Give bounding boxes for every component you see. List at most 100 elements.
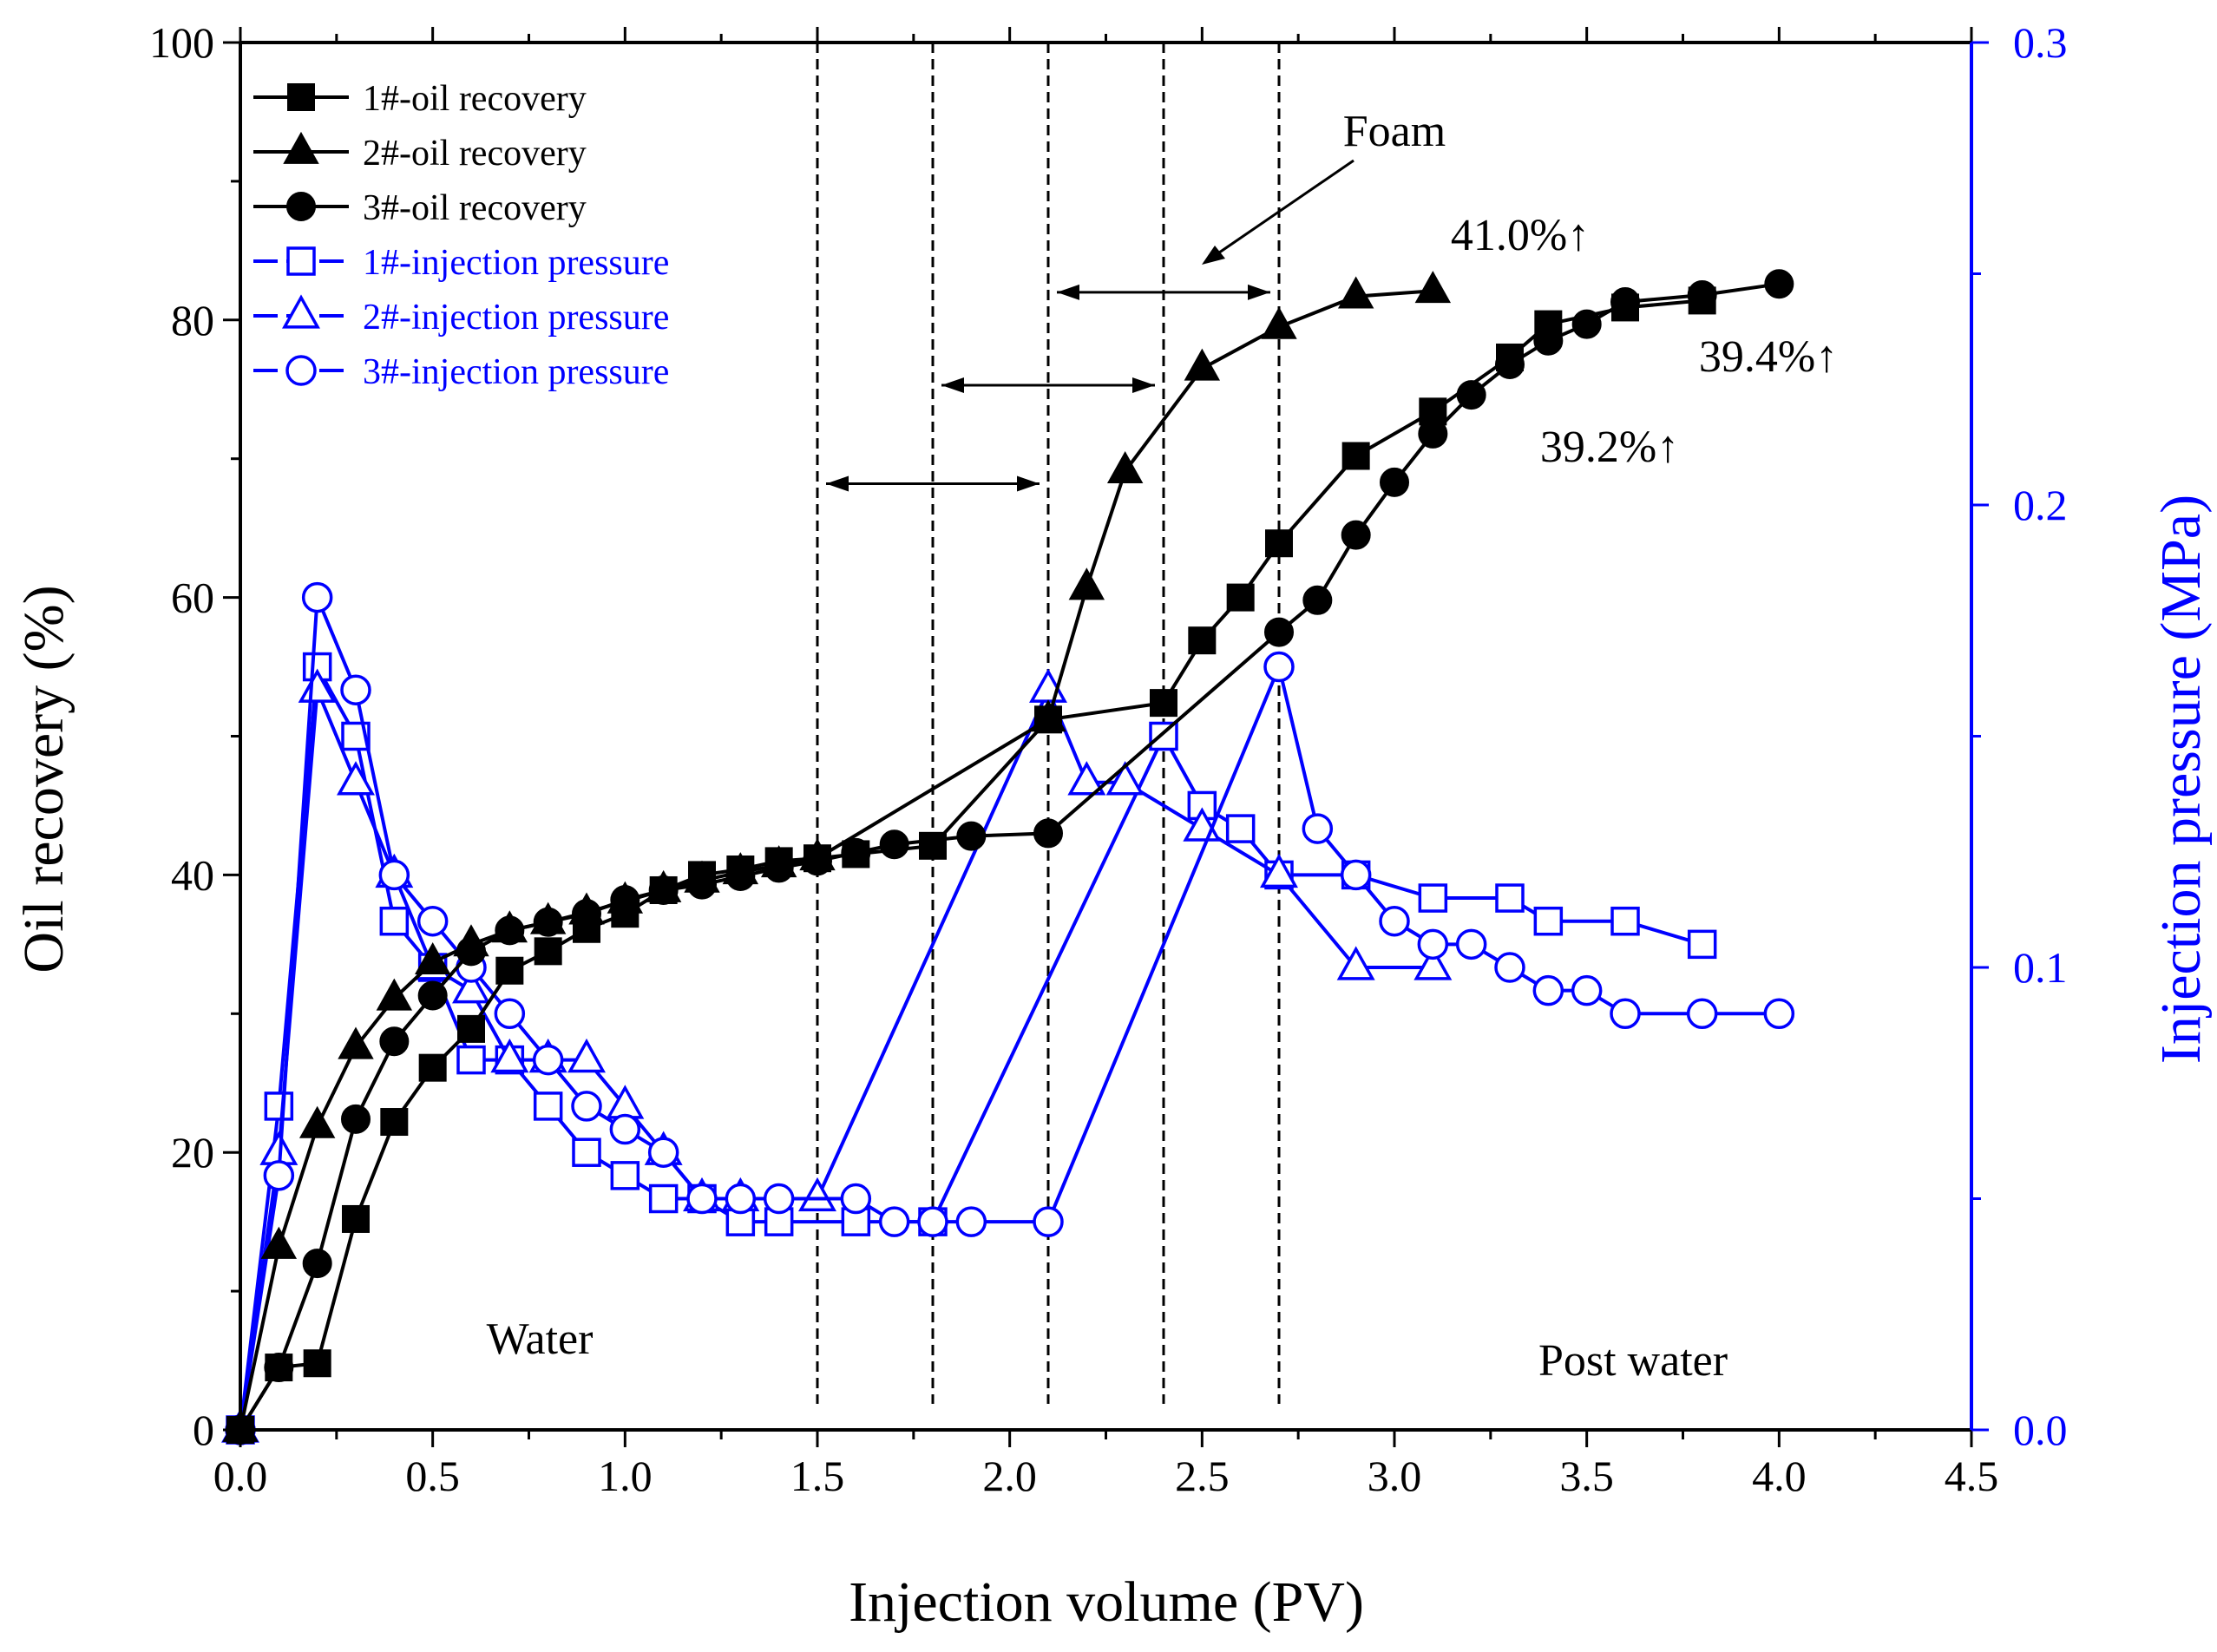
data-point: [376, 978, 413, 1011]
legend-item-6: 3#-injection pressure: [253, 352, 669, 392]
annotation-increase-2: 41.0%↑: [1451, 211, 1590, 260]
data-point: [567, 1038, 606, 1073]
data-point: [490, 1038, 529, 1073]
data-point: [1105, 761, 1145, 796]
data-point: [1261, 306, 1297, 339]
data-point: [572, 899, 601, 929]
data-point: [1418, 418, 1448, 449]
data-point: [338, 1026, 374, 1059]
data-point: [342, 1204, 370, 1233]
legend-item-5: 2#-injection pressure: [253, 294, 669, 338]
data-point: [302, 1249, 332, 1279]
data-point: [1030, 699, 1066, 732]
y-tick-label: 60: [171, 574, 214, 622]
data-point: [610, 885, 640, 915]
annotation-foam: Foam: [1343, 107, 1446, 156]
legend-label: 2#-injection pressure: [363, 298, 669, 338]
annotation-post-water: Post water: [1538, 1336, 1728, 1386]
data-point: [610, 1161, 640, 1190]
data-point: [1225, 814, 1256, 843]
x-tick-label: 3.0: [1368, 1452, 1422, 1500]
data-point: [494, 998, 526, 1030]
legend-marker: [285, 355, 317, 386]
data-point: [955, 1206, 987, 1237]
data-point: [919, 831, 947, 860]
data-point: [1106, 450, 1144, 484]
data-point: [1414, 946, 1453, 980]
foam-pointer-arrow: [1202, 159, 1354, 265]
x-tick-label: 1.5: [790, 1452, 845, 1500]
series-5: [221, 668, 1453, 1443]
annotation-water: Water: [487, 1314, 594, 1364]
data-point: [456, 1045, 486, 1075]
data-point: [841, 837, 871, 868]
legend-marker: [286, 192, 316, 221]
data-point: [1686, 998, 1718, 1030]
x-tick-label: 4.5: [1945, 1452, 1999, 1500]
legend-label: 3#-oil recovery: [363, 188, 587, 228]
data-point: [1340, 859, 1372, 891]
data-point: [1149, 721, 1178, 751]
data-point: [1302, 585, 1333, 615]
legend-item-2: 2#-oil recovery: [253, 131, 587, 174]
data-point: [264, 1353, 294, 1383]
x-tick-label: 3.5: [1559, 1452, 1614, 1500]
data-point: [1341, 442, 1370, 470]
data-point: [1265, 529, 1293, 558]
data-point: [1414, 271, 1452, 304]
data-point: [1687, 280, 1717, 311]
data-point: [686, 1183, 718, 1215]
range-arrow-0: [826, 475, 1040, 492]
data-point: [1033, 818, 1063, 849]
data-point: [764, 853, 794, 883]
data-point: [417, 980, 448, 1011]
annotation-increase-3: 39.4%↑: [1699, 332, 1838, 382]
data-point: [303, 1349, 331, 1378]
range-arrow-head-right: [1017, 475, 1040, 492]
data-point: [1532, 974, 1564, 1006]
x-tick-label: 0.5: [405, 1452, 460, 1500]
series-line: [239, 298, 1702, 1432]
data-point: [341, 1104, 371, 1134]
legend-marker: [287, 83, 315, 111]
data-point: [803, 846, 832, 876]
data-point: [1610, 998, 1641, 1030]
data-point: [495, 956, 524, 985]
data-point: [917, 1206, 948, 1237]
slug-range-arrows: [826, 284, 1270, 492]
data-point: [1419, 397, 1447, 426]
data-point: [1260, 853, 1298, 888]
data-point: [1763, 998, 1795, 1030]
data-point: [1033, 1206, 1064, 1237]
data-point: [648, 875, 679, 905]
data-point: [380, 1108, 409, 1137]
data-point: [1264, 617, 1294, 647]
data-point: [1150, 689, 1177, 718]
data-point: [417, 905, 449, 937]
legend-label: 1#-oil recovery: [363, 79, 587, 119]
data-point: [840, 1183, 872, 1215]
data-point: [1341, 520, 1371, 550]
data-point: [532, 1044, 564, 1076]
range-arrow-head-right: [1248, 284, 1270, 300]
data-point: [457, 1014, 485, 1043]
data-point: [763, 1183, 795, 1215]
legend-marker: [286, 246, 316, 276]
y-tick-label: 0: [193, 1406, 214, 1454]
data-point: [1455, 928, 1487, 960]
data-point: [725, 1183, 757, 1215]
data-point: [1337, 276, 1374, 309]
data-point: [1336, 946, 1375, 980]
data-point: [1533, 325, 1564, 356]
y-tick-label: 80: [171, 296, 214, 344]
data-point: [1188, 626, 1217, 655]
data-point: [260, 1226, 298, 1259]
legend-marker: [283, 131, 319, 164]
data-point: [418, 1053, 447, 1082]
data-point: [1764, 269, 1794, 299]
data-point: [879, 829, 909, 860]
data-point: [263, 1160, 295, 1191]
data-point: [956, 821, 987, 851]
x-tick-label: 4.0: [1752, 1452, 1807, 1500]
